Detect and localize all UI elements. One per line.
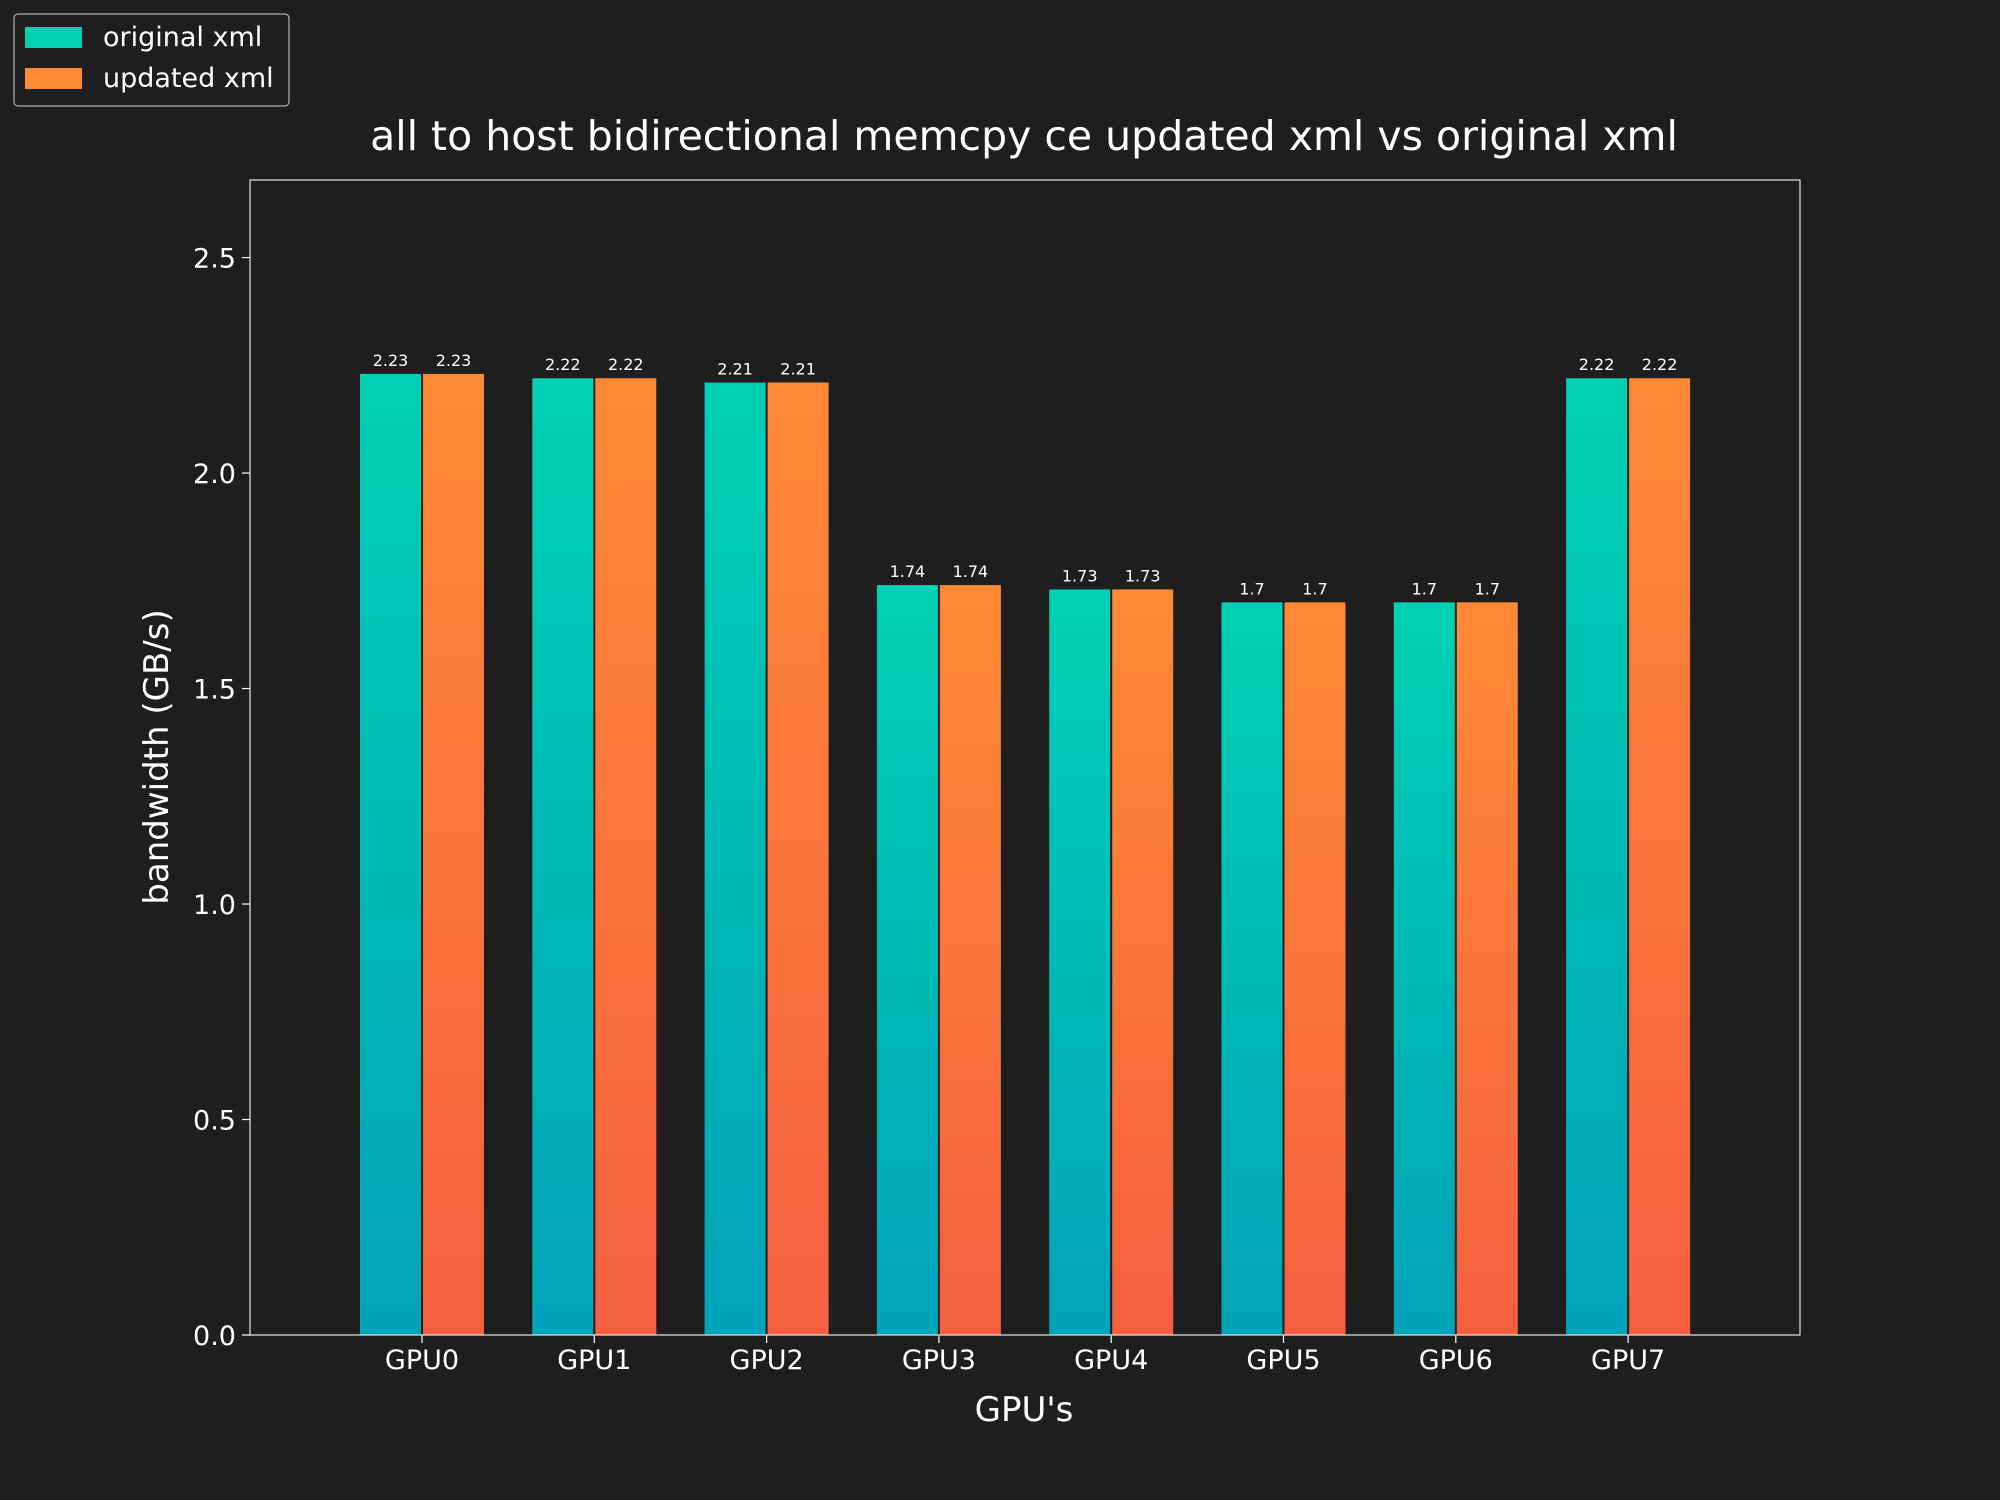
x-axis-title: GPU's — [975, 1390, 1074, 1430]
data-label-updated-gpu3: 1.74 — [953, 562, 989, 581]
bar-original-gpu5 — [1221, 602, 1283, 1335]
chart-title: all to host bidirectional memcpy ce upda… — [370, 112, 1678, 160]
bars — [360, 373, 1691, 1336]
y-tick-label: 1.0 — [193, 890, 236, 921]
x-tick-label-gpu5: GPU5 — [1246, 1345, 1320, 1376]
legend-label-updated: updated xml — [103, 63, 274, 94]
bar-updated-gpu6 — [1456, 602, 1518, 1335]
legend: original xml updated xml — [13, 13, 290, 107]
legend-label-original: original xml — [103, 22, 262, 53]
bar-original-gpu7 — [1566, 378, 1628, 1335]
bar-updated-gpu4 — [1112, 589, 1174, 1335]
data-label-updated-gpu7: 2.22 — [1642, 355, 1678, 374]
data-labels: 2.23 2.23 2.22 2.22 2.21 2.21 1.74 1.74 1.73 1.73… — [373, 351, 1678, 598]
x-tick-label-gpu3: GPU3 — [902, 1345, 976, 1376]
bar-original-gpu0 — [360, 373, 421, 1336]
plot-frame — [249, 179, 1801, 1336]
data-label-updated-gpu5: 1.7 — [1302, 579, 1327, 598]
bar-original-gpu2 — [704, 382, 766, 1335]
data-label-original-gpu2: 2.21 — [717, 360, 753, 379]
y-tick-label: 0.0 — [193, 1321, 236, 1352]
x-axis: GPU0 GPU1 GPU2 GPU3 GPU4 GPU5 GPU6 GPU7 — [385, 1335, 1665, 1376]
bar-original-gpu3 — [876, 585, 938, 1335]
x-tick-label-gpu1: GPU1 — [557, 1345, 631, 1376]
bar-original-gpu1 — [532, 378, 594, 1335]
data-label-updated-gpu6: 1.7 — [1475, 579, 1500, 598]
data-label-updated-gpu1: 2.22 — [608, 355, 644, 374]
bar-updated-gpu1 — [595, 378, 657, 1335]
bar-updated-gpu3 — [939, 585, 1001, 1335]
data-label-original-gpu0: 2.23 — [373, 351, 409, 370]
y-tick-label: 1.5 — [193, 675, 236, 706]
data-label-original-gpu3: 1.74 — [890, 562, 926, 581]
legend-swatch-updated — [25, 68, 82, 89]
data-label-updated-gpu2: 2.21 — [780, 360, 816, 379]
x-tick-label-gpu2: GPU2 — [730, 1345, 804, 1376]
y-axis-title: bandwidth (GB/s) — [137, 609, 177, 904]
x-tick-label-gpu6: GPU6 — [1419, 1345, 1493, 1376]
y-tick-label: 2.0 — [193, 459, 236, 490]
data-label-original-gpu1: 2.22 — [545, 355, 581, 374]
data-label-original-gpu5: 1.7 — [1239, 579, 1264, 598]
data-label-updated-gpu0: 2.23 — [436, 351, 472, 370]
bar-updated-gpu7 — [1629, 378, 1691, 1335]
legend-frame — [13, 13, 290, 107]
bar-original-gpu4 — [1049, 589, 1111, 1335]
data-label-updated-gpu4: 1.73 — [1125, 566, 1161, 585]
y-tick-label: 2.5 — [193, 244, 236, 275]
bar-updated-gpu2 — [767, 382, 829, 1335]
y-axis: 0.0 0.5 1.0 1.5 2.0 2.5 — [193, 244, 250, 1352]
bar-updated-gpu5 — [1284, 602, 1346, 1335]
data-label-original-gpu4: 1.73 — [1062, 566, 1098, 585]
bar-original-gpu6 — [1393, 602, 1455, 1335]
x-tick-label-gpu4: GPU4 — [1074, 1345, 1148, 1376]
legend-swatch-original — [25, 27, 82, 48]
x-tick-label-gpu7: GPU7 — [1591, 1345, 1665, 1376]
x-tick-label-gpu0: GPU0 — [385, 1345, 459, 1376]
y-tick-label: 0.5 — [193, 1106, 236, 1137]
bar-updated-gpu0 — [423, 373, 484, 1336]
data-label-original-gpu7: 2.22 — [1579, 355, 1615, 374]
data-label-original-gpu6: 1.7 — [1412, 579, 1437, 598]
